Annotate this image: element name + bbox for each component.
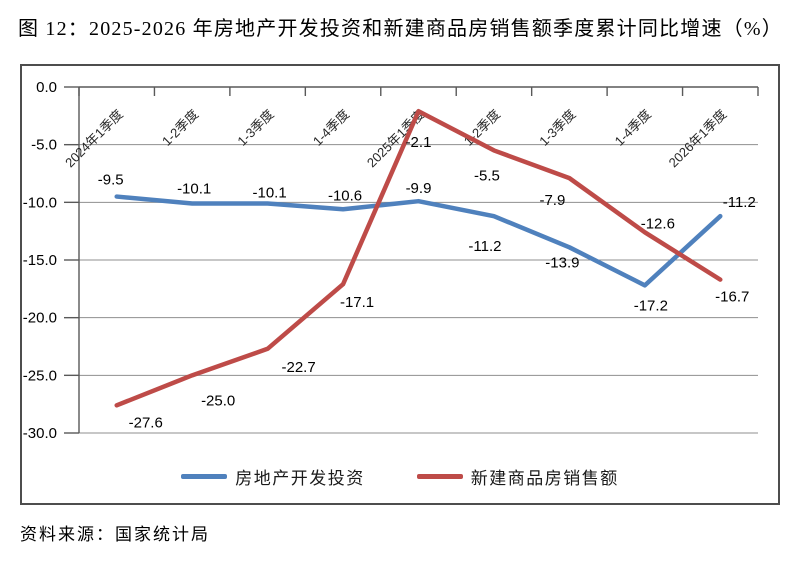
data-label: -17.1 [340,294,374,311]
source-note: 资料来源：国家统计局 [20,525,210,544]
chart-legend: 房地产开发投资 新建商品房销售额 [22,464,778,489]
legend-item-sales: 新建商品房销售额 [416,464,619,489]
legend-line-swatch-blue [181,474,228,479]
y-tick-label: -30.0 [23,425,57,442]
y-tick-label: 0.0 [36,79,57,96]
data-label: -10.1 [253,184,287,201]
data-label: -12.6 [641,215,675,232]
data-label: -13.9 [545,254,579,271]
data-label: -9.9 [406,180,432,197]
y-tick-label: -25.0 [23,367,57,384]
y-tick-label: -5.0 [31,137,57,154]
y-tick-label: -10.0 [23,194,57,211]
x-category-label: 2026年1季度 [666,107,730,171]
data-label: -17.2 [634,297,668,314]
data-label: -10.6 [328,187,362,204]
x-category-label: 1-3季度 [536,107,578,149]
data-label: -16.7 [715,289,749,306]
legend-label-investment: 房地产开发投资 [235,469,365,488]
data-label: -5.5 [474,167,500,184]
x-category-label: 1-4季度 [310,107,352,149]
chart-frame: 0.0 -5.0 -10.0 -15.0 -20.0 -25.0 -30.0 2024年1季度… [20,64,780,505]
legend-line-swatch-red [416,474,463,479]
data-label: -10.1 [177,180,211,197]
data-label: -9.5 [98,172,124,189]
data-label: -27.6 [129,414,163,431]
chart-title: 图 12：2025-2026 年房地产开发投资和新建商品房销售额季度累计同比增速… [18,18,783,40]
legend-label-sales: 新建商品房销售额 [470,469,619,488]
legend-item-investment: 房地产开发投资 [181,464,365,489]
chart-canvas: 0.0 -5.0 -10.0 -15.0 -20.0 -25.0 -30.0 2024年1季度… [23,79,759,442]
series-line-0 [114,194,723,288]
data-label: -22.7 [282,359,316,376]
data-label: -25.0 [201,392,235,409]
x-category-label: 1-3季度 [234,107,276,149]
x-category-label: 1-4季度 [612,107,654,149]
data-label: -7.9 [539,192,565,209]
x-category-label: 1-2季度 [159,107,201,149]
y-tick-label: -15.0 [23,252,57,269]
x-category-label: 2024年1季度 [62,107,126,171]
y-tick-label: -20.0 [23,310,57,327]
data-label: -2.1 [406,134,432,151]
data-label: -11.2 [723,194,756,211]
series-line-1 [114,108,723,408]
data-label: -11.2 [468,238,501,255]
